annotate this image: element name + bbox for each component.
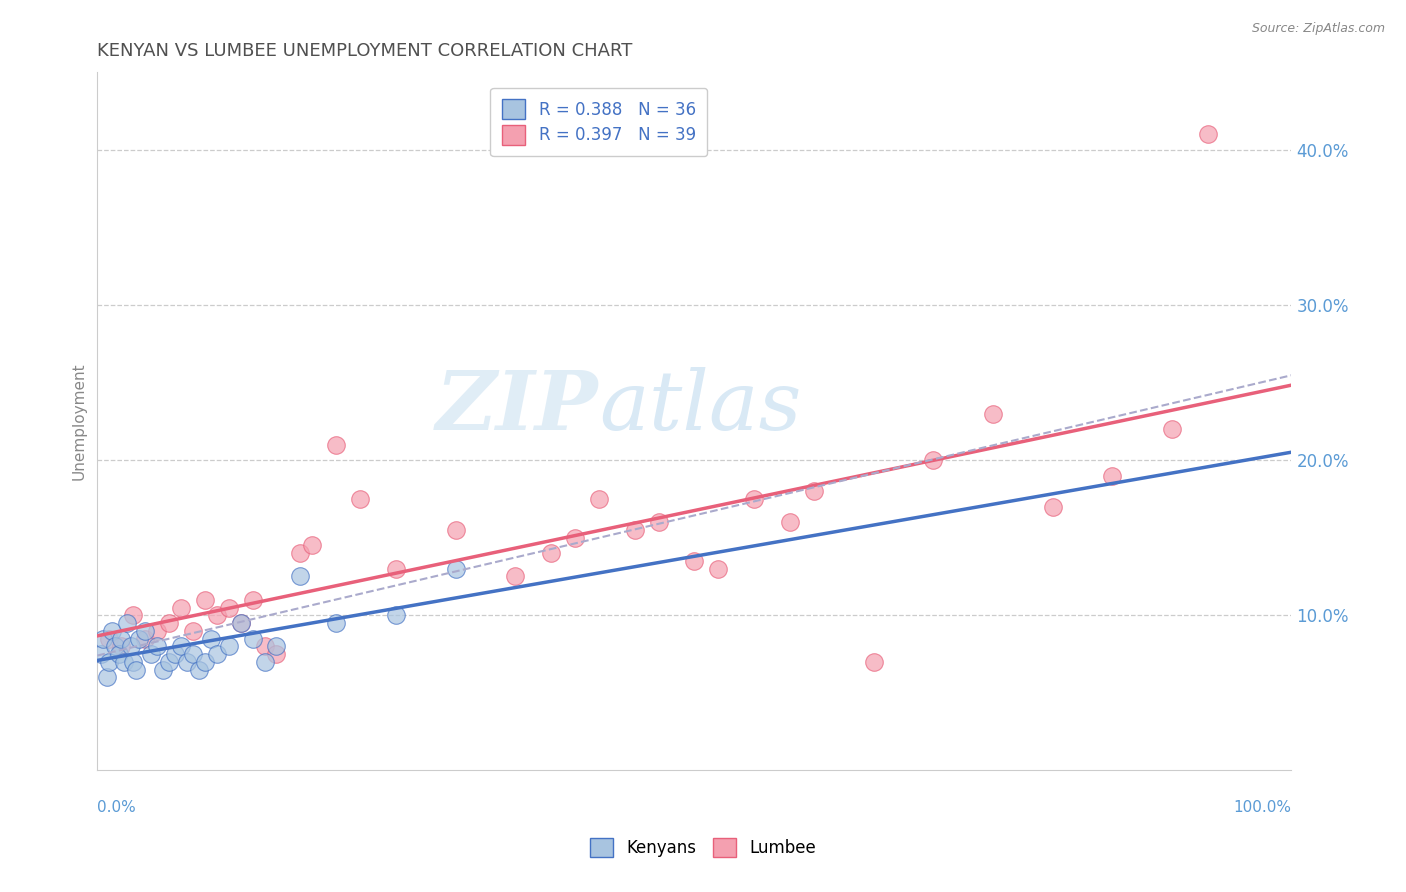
Point: [90, 647, 112, 661]
Point: [325, 437, 347, 451]
Point: [385, 562, 408, 576]
Text: 0.0%: 0.0%: [97, 800, 136, 815]
Point: [623, 523, 645, 537]
Legend: R = 0.388   N = 36, R = 0.397   N = 39: R = 0.388 N = 36, R = 0.397 N = 39: [491, 87, 707, 156]
Point: [176, 655, 198, 669]
Point: [181, 647, 204, 661]
Point: [128, 632, 150, 646]
Y-axis label: Unemployment: Unemployment: [72, 362, 86, 480]
Point: [981, 407, 1004, 421]
Point: [146, 640, 169, 654]
Point: [779, 515, 801, 529]
Text: ZIP: ZIP: [436, 368, 599, 448]
Point: [122, 655, 145, 669]
Point: [301, 539, 323, 553]
Point: [104, 640, 127, 654]
Point: [588, 491, 610, 506]
Point: [115, 615, 138, 630]
Point: [98, 655, 121, 669]
Point: [194, 592, 217, 607]
Point: [707, 562, 730, 576]
Point: [139, 647, 162, 661]
Point: [205, 647, 228, 661]
Point: [181, 624, 204, 638]
Point: [325, 615, 347, 630]
Point: [290, 546, 312, 560]
Point: [134, 624, 156, 638]
Point: [170, 600, 193, 615]
Point: [187, 663, 209, 677]
Point: [253, 640, 276, 654]
Point: [349, 491, 371, 506]
Point: [146, 624, 169, 638]
Point: [1101, 468, 1123, 483]
Point: [98, 632, 121, 646]
Point: [110, 640, 132, 654]
Point: [152, 663, 174, 677]
Point: [1161, 422, 1184, 436]
Point: [444, 562, 467, 576]
Point: [163, 647, 186, 661]
Point: [862, 655, 884, 669]
Point: [1042, 500, 1064, 514]
Point: [194, 655, 217, 669]
Point: [242, 632, 264, 646]
Point: [444, 523, 467, 537]
Point: [922, 453, 945, 467]
Point: [170, 640, 193, 654]
Point: [253, 655, 276, 669]
Point: [110, 632, 132, 646]
Point: [564, 531, 586, 545]
Point: [112, 655, 135, 669]
Point: [157, 615, 180, 630]
Point: [647, 515, 669, 529]
Point: [242, 592, 264, 607]
Point: [134, 632, 156, 646]
Point: [742, 491, 765, 506]
Point: [540, 546, 562, 560]
Point: [124, 663, 146, 677]
Point: [205, 608, 228, 623]
Point: [229, 615, 252, 630]
Point: [91, 632, 114, 646]
Point: [266, 640, 288, 654]
Point: [120, 640, 142, 654]
Legend: Kenyans, Lumbee: Kenyans, Lumbee: [581, 830, 825, 866]
Point: [503, 569, 526, 583]
Point: [290, 569, 312, 583]
Point: [218, 600, 240, 615]
Point: [229, 615, 252, 630]
Point: [122, 608, 145, 623]
Point: [385, 608, 408, 623]
Point: [96, 670, 118, 684]
Text: KENYAN VS LUMBEE UNEMPLOYMENT CORRELATION CHART: KENYAN VS LUMBEE UNEMPLOYMENT CORRELATIO…: [97, 42, 633, 60]
Point: [100, 624, 122, 638]
Text: atlas: atlas: [599, 368, 801, 448]
Point: [266, 647, 288, 661]
Text: 100.0%: 100.0%: [1233, 800, 1292, 815]
Point: [108, 647, 131, 661]
Point: [218, 640, 240, 654]
Point: [803, 484, 825, 499]
Point: [157, 655, 180, 669]
Point: [683, 554, 706, 568]
Text: Source: ZipAtlas.com: Source: ZipAtlas.com: [1251, 22, 1385, 36]
Point: [1197, 128, 1219, 142]
Point: [200, 632, 222, 646]
